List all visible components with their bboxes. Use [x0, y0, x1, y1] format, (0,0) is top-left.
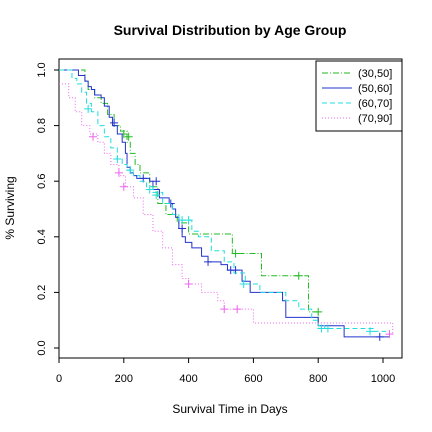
y-tick-label: 0.2 — [36, 285, 48, 300]
series-line — [59, 69, 387, 332]
censor-mark — [124, 132, 133, 141]
series-layer — [59, 69, 394, 341]
y-tick-label: 0.6 — [36, 174, 48, 189]
censor-mark — [233, 305, 242, 314]
series-4 — [59, 83, 394, 339]
series-3 — [59, 69, 387, 336]
x-tick-label: 600 — [244, 373, 262, 385]
legend-label: (60,70] — [358, 98, 392, 110]
x-axis-label: Survival Time in Days — [172, 402, 287, 416]
y-axis-label: % Surviving — [3, 176, 17, 239]
censor-mark — [126, 166, 135, 175]
censor-mark — [152, 191, 161, 200]
x-tick-label: 400 — [179, 373, 197, 385]
y-tick-label: 0.8 — [36, 118, 48, 133]
censor-mark — [84, 104, 93, 113]
series-2 — [59, 69, 390, 341]
censor-mark — [110, 118, 119, 127]
legend-label: (50,60] — [358, 83, 392, 95]
censor-mark — [178, 224, 187, 233]
censor-mark — [323, 324, 332, 333]
series-1 — [59, 69, 325, 330]
legend-label: (30,50] — [358, 68, 392, 80]
censor-mark — [366, 327, 375, 336]
censor-mark — [152, 177, 161, 186]
censor-mark — [294, 271, 303, 280]
censor-mark — [375, 332, 384, 341]
censor-mark — [204, 257, 213, 266]
censor-mark — [239, 280, 248, 289]
censor-mark — [114, 168, 123, 177]
x-axis: 0 200 400 600 800 1000 — [56, 357, 395, 385]
chart-title: Survival Distribution by Age Group — [114, 22, 347, 38]
censor-mark — [145, 185, 154, 194]
censor-mark — [89, 132, 98, 141]
y-tick-label: 0.4 — [36, 229, 48, 244]
censor-mark — [220, 305, 229, 314]
censor-mark — [184, 280, 193, 289]
censor-mark — [385, 330, 394, 339]
series-line — [59, 69, 390, 338]
censor-mark — [231, 249, 240, 258]
y-tick-label: 0.0 — [36, 340, 48, 355]
censor-mark — [184, 216, 193, 225]
y-axis: 0.0 0.2 0.4 0.6 0.8 1.0 — [36, 62, 60, 356]
legend-label: (70,90] — [358, 113, 392, 125]
censor-mark — [314, 307, 323, 316]
x-tick-label: 1000 — [371, 373, 395, 385]
censor-mark — [119, 182, 128, 191]
x-tick-label: 200 — [115, 373, 133, 385]
x-tick-label: 800 — [309, 373, 327, 385]
y-tick-label: 1.0 — [36, 62, 48, 77]
series-line — [59, 69, 325, 330]
censor-mark — [113, 154, 122, 163]
legend: (30,50] (50,60] (60,70] (70,90] — [315, 60, 403, 132]
x-tick-label: 0 — [56, 373, 62, 385]
